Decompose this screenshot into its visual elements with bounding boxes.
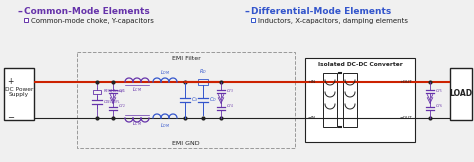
Bar [24, 18, 28, 22]
FancyBboxPatch shape [4, 68, 34, 120]
Text: Inductors, X-capacitors, damping elements: Inductors, X-capacitors, damping element… [258, 18, 408, 24]
Text: –: – [18, 7, 23, 17]
Text: +: + [7, 77, 13, 87]
Text: +OUT: +OUT [399, 80, 412, 84]
Bar [323, 73, 337, 127]
Text: $C_{Y4}$: $C_{Y4}$ [226, 102, 234, 110]
Text: $C_X$: $C_X$ [191, 96, 199, 104]
Text: EMI Filter: EMI Filter [172, 56, 201, 61]
Text: LOAD: LOAD [449, 89, 473, 98]
Text: $R_D$: $R_D$ [199, 67, 207, 76]
Text: −: − [7, 114, 14, 122]
Text: $L_{DM}$: $L_{DM}$ [160, 68, 170, 77]
Text: –: – [245, 7, 250, 17]
Bar [93, 90, 101, 94]
Text: $C_D$: $C_D$ [209, 96, 217, 104]
Text: $C_{Y3}$: $C_{Y3}$ [226, 87, 234, 95]
Text: −OUT: −OUT [399, 116, 412, 120]
Text: DC Power
Supply: DC Power Supply [5, 87, 33, 97]
Text: Common-mode choke, Y-capacitors: Common-mode choke, Y-capacitors [31, 18, 154, 24]
Text: $L_{CM}$: $L_{CM}$ [132, 119, 142, 128]
Text: Isolated DC-DC Converter: Isolated DC-DC Converter [318, 62, 402, 67]
Text: $L_{DM}$: $L_{DM}$ [160, 121, 170, 130]
Text: $C_{DECOUPL}$: $C_{DECOUPL}$ [103, 98, 120, 106]
Bar [77, 52, 295, 148]
Text: $C_{Y6}$: $C_{Y6}$ [435, 102, 443, 110]
Text: −IN: −IN [308, 116, 316, 120]
Text: +IN: +IN [308, 80, 316, 84]
Bar [198, 79, 208, 85]
Bar [305, 58, 415, 142]
FancyBboxPatch shape [450, 68, 472, 120]
Text: $C_{Y2}$: $C_{Y2}$ [118, 102, 126, 110]
Bar [251, 18, 255, 22]
Text: EMI GND: EMI GND [172, 141, 200, 146]
Text: $L_{CM}$: $L_{CM}$ [132, 85, 142, 94]
Text: Differential-Mode Elements: Differential-Mode Elements [251, 7, 391, 16]
Text: $R_{ESA\_Decoupl}$: $R_{ESA\_Decoupl}$ [103, 87, 126, 96]
Text: $C_{Y1}$: $C_{Y1}$ [118, 87, 126, 95]
Text: $C_{Y5}$: $C_{Y5}$ [435, 87, 443, 95]
Bar [343, 73, 357, 127]
Text: Common-Mode Elements: Common-Mode Elements [24, 7, 150, 16]
